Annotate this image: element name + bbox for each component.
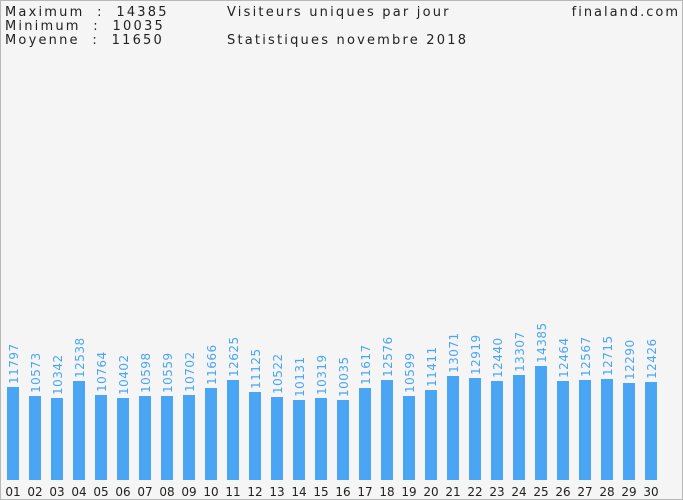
bar-11 <box>227 380 239 480</box>
data-label-06: 10402 <box>117 354 131 395</box>
x-tick-12: 12 <box>247 485 262 499</box>
data-label-23: 12440 <box>491 337 505 378</box>
x-tick-29: 29 <box>621 485 636 499</box>
bar-03 <box>51 398 63 480</box>
data-label-24: 13307 <box>513 331 527 372</box>
data-label-27: 12567 <box>579 336 593 377</box>
data-label-29: 12290 <box>623 339 637 380</box>
bar-14 <box>293 400 305 480</box>
x-tick-22: 22 <box>467 485 482 499</box>
data-label-21: 13071 <box>447 332 461 373</box>
data-label-30: 12426 <box>645 338 659 379</box>
bar-13 <box>271 397 283 480</box>
x-tick-07: 07 <box>137 485 152 499</box>
x-tick-26: 26 <box>555 485 570 499</box>
data-label-07: 10598 <box>139 352 153 393</box>
chart-title: Visiteurs uniques par jour <box>227 5 451 20</box>
x-tick-05: 05 <box>93 485 108 499</box>
x-tick-15: 15 <box>313 485 328 499</box>
x-tick-08: 08 <box>159 485 174 499</box>
data-label-28: 12715 <box>601 335 615 376</box>
bar-30 <box>645 382 657 480</box>
data-label-12: 11125 <box>249 348 263 389</box>
x-tick-06: 06 <box>115 485 130 499</box>
data-label-10: 11666 <box>205 344 219 385</box>
bar-21 <box>447 376 459 480</box>
bar-24 <box>513 375 525 480</box>
data-label-11: 12625 <box>227 336 241 377</box>
maximum-stat: Maximum : 14385 <box>5 5 169 20</box>
bar-26 <box>557 381 569 480</box>
bar-23 <box>491 381 503 480</box>
x-tick-21: 21 <box>445 485 460 499</box>
x-tick-13: 13 <box>269 485 284 499</box>
x-tick-20: 20 <box>423 485 438 499</box>
bar-27 <box>579 380 591 480</box>
bar-28 <box>601 379 613 480</box>
x-tick-03: 03 <box>49 485 64 499</box>
data-label-08: 10559 <box>161 352 175 393</box>
x-tick-11: 11 <box>225 485 240 499</box>
site-name: finaland.com <box>571 5 680 20</box>
data-label-04: 12538 <box>73 337 87 378</box>
x-tick-25: 25 <box>533 485 548 499</box>
data-label-01: 11797 <box>7 343 21 384</box>
bar-10 <box>205 388 217 480</box>
bar-15 <box>315 398 327 480</box>
x-tick-16: 16 <box>335 485 350 499</box>
x-tick-28: 28 <box>599 485 614 499</box>
bar-22 <box>469 378 481 480</box>
data-label-13: 10522 <box>271 353 285 394</box>
bar-05 <box>95 395 107 480</box>
average-stat: Moyenne : 11650 <box>5 33 165 48</box>
bar-20 <box>425 390 437 480</box>
bar-02 <box>29 396 41 480</box>
data-label-05: 10764 <box>95 351 109 392</box>
bar-07 <box>139 396 151 480</box>
x-tick-23: 23 <box>489 485 504 499</box>
bar-17 <box>359 388 371 480</box>
x-tick-17: 17 <box>357 485 372 499</box>
data-label-20: 11411 <box>425 346 439 387</box>
data-label-03: 10342 <box>51 354 65 395</box>
data-label-25: 14385 <box>535 322 549 363</box>
data-label-18: 12576 <box>381 336 395 377</box>
x-tick-02: 02 <box>27 485 42 499</box>
x-tick-19: 19 <box>401 485 416 499</box>
bar-25 <box>535 366 547 480</box>
data-label-02: 10573 <box>29 352 43 393</box>
bar-18 <box>381 380 393 480</box>
x-tick-14: 14 <box>291 485 306 499</box>
bar-09 <box>183 395 195 480</box>
bar-12 <box>249 392 261 480</box>
x-tick-09: 09 <box>181 485 196 499</box>
data-label-19: 10599 <box>403 352 417 393</box>
data-label-09: 10702 <box>183 351 197 392</box>
bar-06 <box>117 398 129 480</box>
bar-16 <box>337 400 349 480</box>
minimum-stat: Minimum : 10035 <box>5 19 165 34</box>
x-tick-01: 01 <box>5 485 20 499</box>
bar-01 <box>7 387 19 480</box>
x-tick-30: 30 <box>643 485 658 499</box>
x-tick-04: 04 <box>71 485 86 499</box>
data-label-14: 10131 <box>293 356 307 397</box>
bar-19 <box>403 396 415 480</box>
data-label-26: 12464 <box>557 337 571 378</box>
data-label-16: 10035 <box>337 356 351 397</box>
data-label-22: 12919 <box>469 334 483 375</box>
bar-08 <box>161 396 173 480</box>
bar-04 <box>73 381 85 480</box>
bar-29 <box>623 383 635 480</box>
x-tick-10: 10 <box>203 485 218 499</box>
x-tick-18: 18 <box>379 485 394 499</box>
x-tick-24: 24 <box>511 485 526 499</box>
data-label-17: 11617 <box>359 344 373 385</box>
data-label-15: 10319 <box>315 354 329 395</box>
x-tick-27: 27 <box>577 485 592 499</box>
chart-subtitle: Statistiques novembre 2018 <box>227 33 469 48</box>
